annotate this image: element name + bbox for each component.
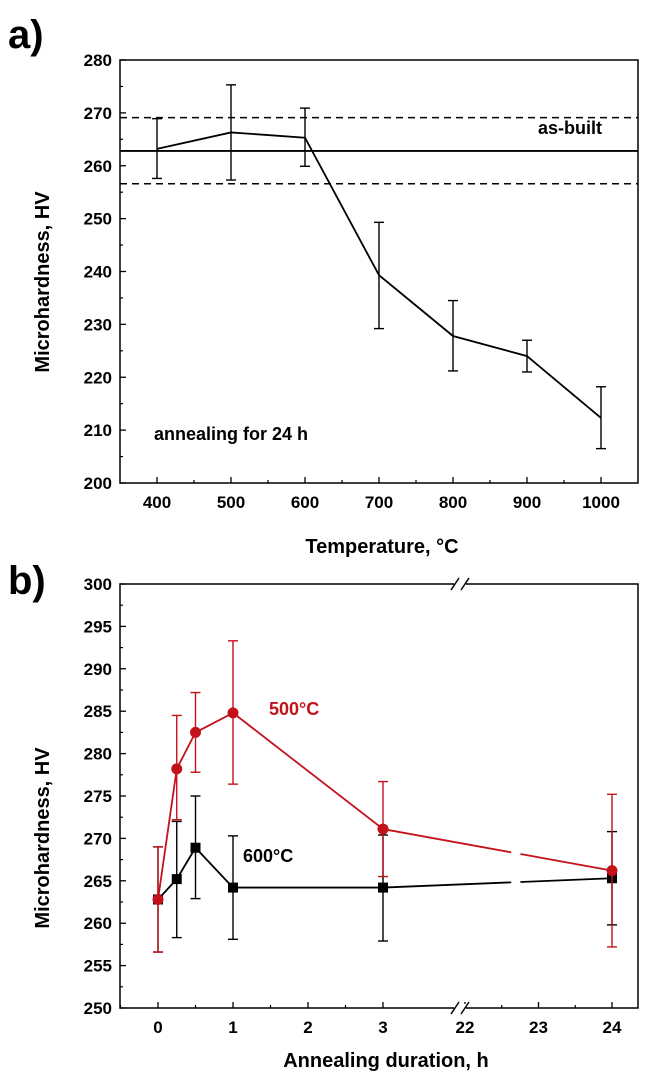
- panel-b-y-tick-label: 275: [84, 787, 112, 806]
- panel-a-plot-area: 400 500 600 700 800 900 1000 200 210 220 230 240 250…: [84, 51, 639, 512]
- panel-b-x-tick-label: 0: [153, 1018, 162, 1037]
- panel-a-y-tick-label: 250: [84, 210, 112, 229]
- series-label-600c: 600°C: [243, 846, 293, 866]
- panel-a-x-tick-label: 600: [291, 493, 319, 512]
- series-line-segment: [195, 712, 234, 734]
- panel-a-annotation: annealing for 24 h: [154, 424, 308, 444]
- panel-b-y-tick-label: 270: [84, 829, 112, 848]
- series-line-segment: [520, 853, 613, 872]
- panel-b-plot-area: 0 1 2 3 22 23 24250255260265270275280285290295…: [84, 575, 639, 1037]
- panel-a-y-tick-label: 230: [84, 315, 112, 334]
- panel-a-x-axis-title: Temperature, °C: [305, 536, 458, 558]
- data-point-500c: [606, 865, 618, 877]
- panel-b-y-tick-label: 300: [84, 575, 112, 594]
- panel-a-y-tick-label: 270: [84, 104, 112, 123]
- panel-a-y-tick-label: 220: [84, 368, 112, 387]
- panel-a-error-bar: [522, 339, 532, 373]
- panel-b-y-tick-label: 295: [84, 617, 112, 636]
- data-point-500c: [227, 707, 239, 719]
- axis-break-marker-bottom: [450, 1001, 470, 1015]
- data-point-500c: [152, 893, 164, 905]
- axis-break-marker-top: [450, 577, 470, 591]
- panel-a-y-tick-label: 200: [84, 474, 112, 493]
- panel-a-x-tick-label: 500: [217, 493, 245, 512]
- panel-a-error-bar: [596, 386, 606, 450]
- panel-a-x-tick-label: 800: [439, 493, 467, 512]
- panel-a-x-tick-label: 1000: [582, 493, 620, 512]
- series-line-segment: [175, 847, 197, 880]
- panel-b-y-tick-label: 250: [84, 999, 112, 1018]
- panel-b-x-tick-label: 2: [303, 1018, 312, 1037]
- series-line-segment: [232, 712, 384, 830]
- panel-a-label: a): [8, 13, 44, 57]
- as-built-label: as-built: [538, 118, 602, 138]
- panel-a-x-tick-label: 900: [513, 493, 541, 512]
- series-line-segment: [520, 877, 613, 883]
- panel-b-x-tick-label: 23: [529, 1018, 548, 1037]
- panel-b-y-tick-label: 260: [84, 914, 112, 933]
- series-line-segment: [382, 881, 512, 889]
- panel-a-error-bar: [448, 299, 458, 372]
- panel-b-x-tick-label: 22: [456, 1018, 475, 1037]
- series-line-segment: [194, 847, 234, 889]
- panel-a-x-tick-label: 700: [365, 493, 393, 512]
- data-point-600c: [190, 842, 201, 853]
- panel-a-x-tick-label: 400: [143, 493, 171, 512]
- panel-b-x-tick-label: 3: [378, 1018, 387, 1037]
- panel-a-chart: a) Microhardness, HV Temperature, °C ann…: [8, 13, 639, 558]
- panel-a-y-tick-label: 280: [84, 51, 112, 70]
- data-point-600c: [228, 882, 238, 893]
- panel-a-y-tick-label: 260: [84, 157, 112, 176]
- series-line-segment: [157, 768, 178, 900]
- panel-a-y-tick-label: 210: [84, 421, 112, 440]
- panel-b-label: b): [8, 559, 46, 603]
- data-point-600c: [378, 882, 388, 893]
- series-line-segment: [382, 828, 512, 854]
- panel-b-y-tick-label: 265: [84, 872, 112, 891]
- panel-b-y-tick-label: 280: [84, 745, 112, 764]
- panel-a-error-bar: [226, 84, 236, 181]
- data-point-500c: [171, 763, 183, 775]
- panel-b-y-tick-label: 255: [84, 957, 112, 976]
- panel-b-x-axis-title: Annealing duration, h: [283, 1050, 489, 1072]
- panel-b-x-tick-label: 24: [603, 1018, 622, 1037]
- panel-b-y-axis-title: Microhardness, HV: [32, 747, 54, 929]
- panel-a-y-axis-title: Microhardness, HV: [32, 191, 54, 373]
- series-label-500c: 500°C: [269, 699, 319, 719]
- panel-a-error-bar: [374, 221, 384, 330]
- data-point-500c: [377, 823, 389, 835]
- panel-b-chart: b) Microhardness, HV Annealing duration,…: [8, 559, 639, 1072]
- data-point-500c: [190, 726, 201, 738]
- panel-a-error-bar: [152, 117, 162, 180]
- panel-a-error-bar: [300, 107, 310, 167]
- panel-b-x-tick-label: 1: [228, 1018, 237, 1037]
- panel-b-y-tick-label: 290: [84, 660, 112, 679]
- data-point-600c: [171, 874, 182, 885]
- panel-a-y-tick-label: 240: [84, 263, 112, 282]
- series-line-segment: [175, 731, 197, 770]
- panel-b-y-tick-label: 285: [84, 702, 112, 721]
